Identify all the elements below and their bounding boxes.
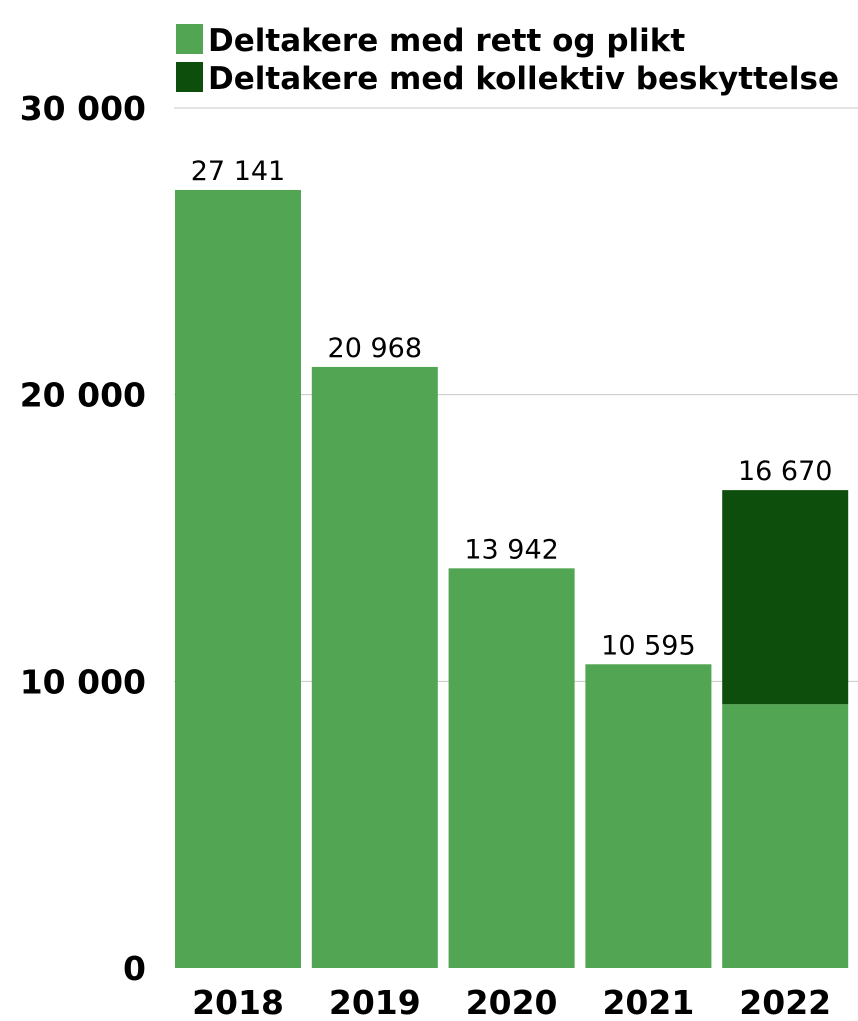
legend-swatch-0	[176, 24, 203, 54]
legend-swatch-1	[176, 62, 203, 92]
bars	[175, 189, 849, 968]
data-label-2019: 20 968	[328, 333, 422, 364]
y-axis: 0 10 000 20 000 30 000	[20, 89, 146, 988]
data-label-2018: 27 141	[191, 156, 285, 187]
x-tick-label-2022: 2022	[739, 983, 831, 1021]
y-tick-label-0: 0	[123, 949, 146, 988]
legend-label-1: Deltakere med kollektiv beskyttelse	[208, 61, 839, 97]
bar-2021-series-0	[585, 664, 712, 968]
x-tick-label-2020: 2020	[466, 983, 558, 1021]
bar-2022-series-1	[722, 490, 849, 705]
x-tick-label-2021: 2021	[602, 983, 694, 1021]
bar-2022-series-0	[722, 704, 849, 968]
data-label-2020: 13 942	[464, 534, 558, 565]
bar-2020-series-0	[448, 568, 575, 968]
y-tick-label-3: 30 000	[20, 89, 146, 128]
x-tick-label-2018: 2018	[192, 983, 284, 1021]
y-tick-label-1: 10 000	[20, 662, 146, 701]
legend-label-0: Deltakere med rett og plikt	[208, 23, 685, 59]
bar-2018-series-0	[175, 189, 301, 968]
y-tick-label-2: 20 000	[20, 376, 146, 415]
bar-2019-series-0	[311, 366, 438, 968]
data-labels: 27 141 20 968 13 942 10 595 16 670	[191, 156, 833, 661]
x-tick-label-2019: 2019	[329, 983, 421, 1021]
x-axis: 2018 2019 2020 2021 2022	[192, 983, 831, 1021]
data-label-2022: 16 670	[738, 456, 832, 487]
data-label-2021: 10 595	[601, 630, 695, 661]
